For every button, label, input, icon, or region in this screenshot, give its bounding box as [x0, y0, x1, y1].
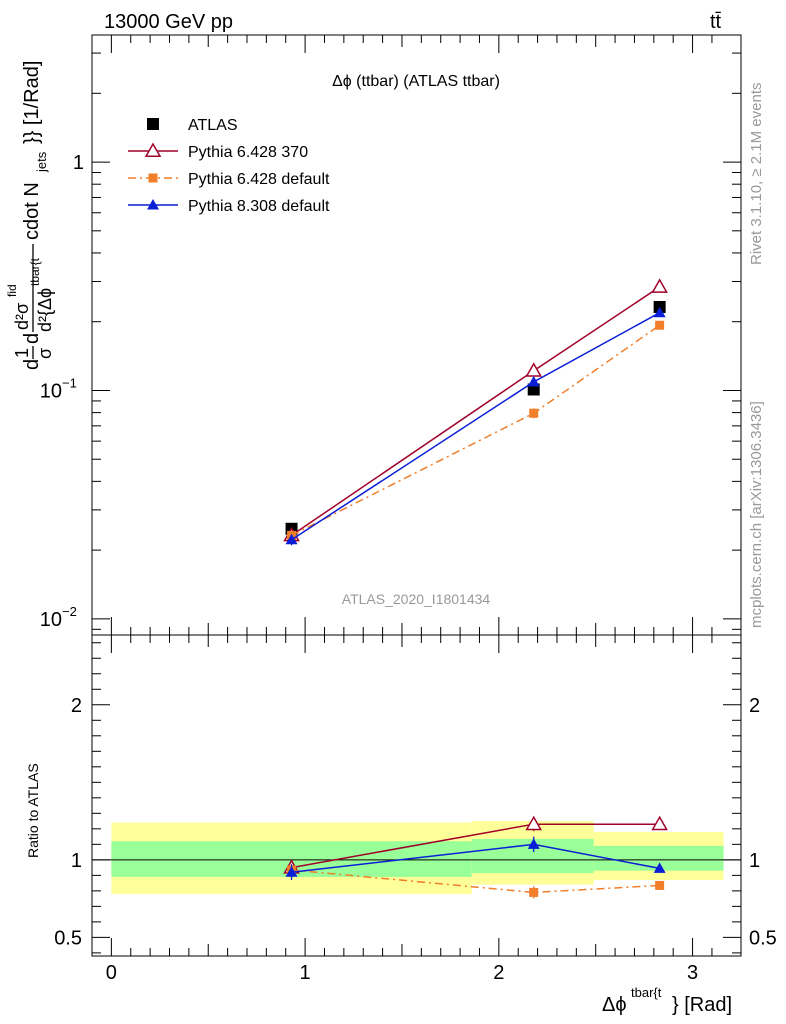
ratio-ytick-label-left: 0.5 — [54, 927, 82, 949]
ratio-series-pythia-8-308-default — [285, 836, 666, 881]
ylabel-frac1-num: 1 — [12, 348, 32, 358]
point-atlas — [527, 383, 540, 396]
legend-item-pythia-6-428-370: Pythia 6.428 370 — [128, 142, 308, 161]
ylabel-d1: d — [21, 359, 43, 370]
series-line-pythia-8-308-default — [291, 312, 660, 541]
ratio-frame — [91, 634, 742, 957]
ylabel-tail: cdot N — [21, 182, 43, 240]
xtick-label: 0 — [106, 962, 117, 984]
header-process: tt̄ — [710, 11, 722, 33]
main-ytick-label: 1 — [73, 152, 84, 174]
ratio-point-pythia-6-428-370 — [525, 815, 542, 831]
legend-item-atlas: ATLAS — [147, 117, 238, 134]
ylabel-tail-sub: jets — [34, 151, 49, 173]
main-ytick-label: 10 — [40, 609, 62, 631]
xlabel-main: Δϕ — [602, 994, 627, 1016]
series-atlas — [285, 300, 666, 535]
legend: ATLAS Pythia 6.428 370 Pythia 6.428 defaul… — [128, 117, 330, 215]
main-ytick-label-sup: −1 — [62, 375, 77, 390]
ratio-ytick-label-left: 1 — [71, 850, 82, 872]
ratio-ylabel: Ratio to ATLAS — [25, 763, 41, 858]
xtick-label: 1 — [300, 962, 311, 984]
legend-marker-pythia-6-428-370 — [144, 142, 162, 157]
legend-label-pythia-6-428-default: Pythia 6.428 default — [188, 171, 330, 188]
legend-marker-atlas — [147, 118, 159, 130]
ratio-ytick-label-right: 1 — [749, 850, 760, 872]
point-pythia-6-428-370 — [651, 278, 668, 293]
ylabel-frac1-den: σ — [35, 348, 55, 359]
ratio-point-pythia-8-308-default — [653, 862, 666, 873]
xtick-label: 2 — [493, 962, 504, 984]
ratio-ytick-label-left: 2 — [71, 695, 82, 717]
ratio-line-pythia-6-428-default — [291, 869, 660, 894]
main-ytick-label-sup: −2 — [62, 604, 77, 619]
ratio-ytick-label-right: 0.5 — [749, 927, 777, 949]
series-pythia-8-308-default — [285, 306, 666, 546]
ratio-panel: 0.5 0.5 1 1 2 2 0 1 2 3 Ratio to ATLAS Δϕ tbar{t … — [25, 634, 777, 1016]
point-pythia-8-308-default — [653, 306, 666, 318]
series-pythia-6-428-370 — [283, 278, 668, 542]
ratio-point-pythia-8-308-default — [527, 838, 540, 849]
main-ytick-label: 10 — [40, 380, 62, 402]
ylabel-frac2-num: d²σ — [12, 303, 32, 330]
ratio-point-pythia-6-428-default — [655, 880, 665, 890]
ratio-point-pythia-8-308-default — [285, 866, 298, 877]
ratio-ticks: 0.5 0.5 1 1 2 2 0 1 2 3 — [54, 635, 777, 984]
ylabel-d2: d — [21, 333, 43, 344]
legend-label-pythia-8-308-default: Pythia 8.308 default — [188, 198, 330, 215]
watermark: ATLAS_2020_I1801434 — [342, 591, 491, 607]
point-pythia-8-308-default — [285, 533, 298, 545]
legend-label-pythia-6-428-370: Pythia 6.428 370 — [188, 144, 308, 161]
ratio-ytick-label-right: 2 — [749, 695, 760, 717]
xlabel-tail: } [Rad] — [672, 994, 732, 1016]
legend-marker-pythia-6-428-default — [148, 173, 158, 183]
ratio-point-pythia-6-428-370 — [651, 815, 668, 831]
ylabel-frac2-den: d²{Δϕ — [35, 288, 55, 332]
ratio-series-layer — [283, 815, 668, 899]
header-title: 13000 GeV pp — [104, 11, 233, 33]
ylabel-frac2-den-sup: tbar{t — [28, 257, 42, 286]
series-pythia-6-428-default — [287, 320, 665, 540]
point-pythia-6-428-370 — [525, 362, 542, 377]
rivet-label: Rivet 3.1.10, ≥ 2.1M events — [748, 83, 765, 266]
legend-item-pythia-8-308-default: Pythia 8.308 default — [128, 198, 330, 215]
ylabel-tail-end: }} [1/Rad] — [21, 61, 43, 144]
mcplots-label: mcplots.cern.ch [arXiv:1306.3436] — [748, 401, 765, 628]
point-pythia-6-428-default — [529, 408, 539, 418]
legend-item-pythia-6-428-default: Pythia 6.428 default — [128, 171, 330, 188]
series-line-pythia-6-428-370 — [291, 286, 661, 537]
main-ylabel: d 1 σ d d²σ fid d²{Δϕ tbar{t cdot N jets… — [5, 61, 55, 370]
ylabel-frac2-num-sup: fid — [5, 284, 19, 297]
xtick-label: 3 — [687, 962, 698, 984]
xlabel-sup: tbar{t — [631, 985, 662, 1000]
point-pythia-6-428-default — [655, 320, 665, 330]
main-panel: 110−110−2 Δϕ (ttbar) (ATLAS ttbar) ATLAS… — [5, 34, 742, 636]
main-series-layer — [283, 278, 668, 546]
point-pythia-8-308-default — [527, 375, 540, 387]
xlabel: Δϕ tbar{t } [Rad] — [602, 985, 732, 1016]
main-ticks: 110−110−2 — [40, 35, 741, 635]
main-title: Δϕ (ttbar) (ATLAS ttbar) — [332, 73, 500, 90]
legend-label-atlas: ATLAS — [188, 117, 238, 134]
ratio-point-pythia-6-428-default — [529, 887, 539, 897]
legend-marker-pythia-8-308-default — [147, 199, 159, 210]
